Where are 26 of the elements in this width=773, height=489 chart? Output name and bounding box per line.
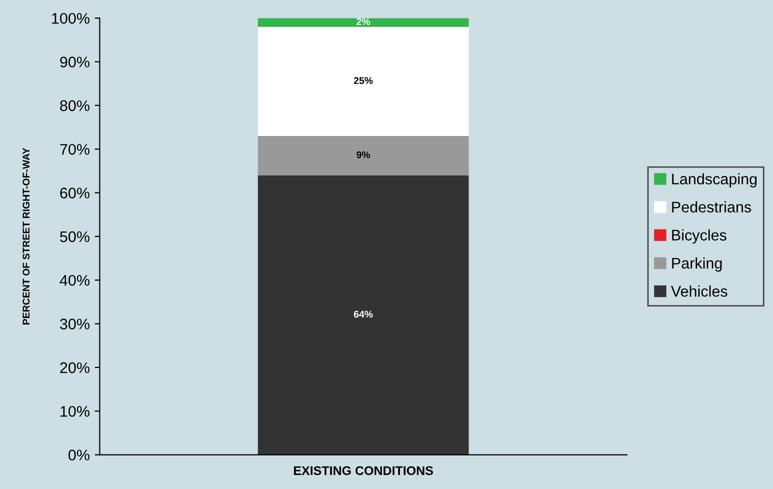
bar <box>258 175 469 455</box>
data-label: 9% <box>356 151 370 158</box>
bar <box>258 18 469 27</box>
x-tick-label: EXISTING CONDITIONS <box>294 466 433 476</box>
y-tick-label: 100% <box>52 12 90 24</box>
bar <box>258 26 469 136</box>
y-tick-label: 70% <box>60 144 90 155</box>
legend-label: Parking <box>672 257 722 272</box>
legend-label: Vehicles <box>670 285 728 297</box>
y-tick-label: 90% <box>60 56 90 68</box>
y-tick-label: 20% <box>60 362 90 374</box>
bar <box>258 136 469 176</box>
y-tick-label: 80% <box>60 100 90 112</box>
y-tick-label: 0% <box>68 450 90 460</box>
y-axis-title: PERCENT OF STREET RIGHT-OF-WAY <box>22 148 30 324</box>
legend-label: Bicycles <box>672 229 726 244</box>
y-tick-label: 10% <box>60 406 90 417</box>
legend-label: Landscaping <box>672 173 757 188</box>
y-tick-label: 50% <box>60 231 90 242</box>
y-tick-label: 60% <box>60 188 90 198</box>
y-tick-label: 30% <box>60 318 90 330</box>
data-label: 25% <box>354 77 373 84</box>
data-label: 2% <box>356 18 370 26</box>
data-label: 64% <box>354 310 373 318</box>
legend-label: Pedestrians <box>672 201 752 212</box>
y-tick-label: 40% <box>60 274 90 286</box>
